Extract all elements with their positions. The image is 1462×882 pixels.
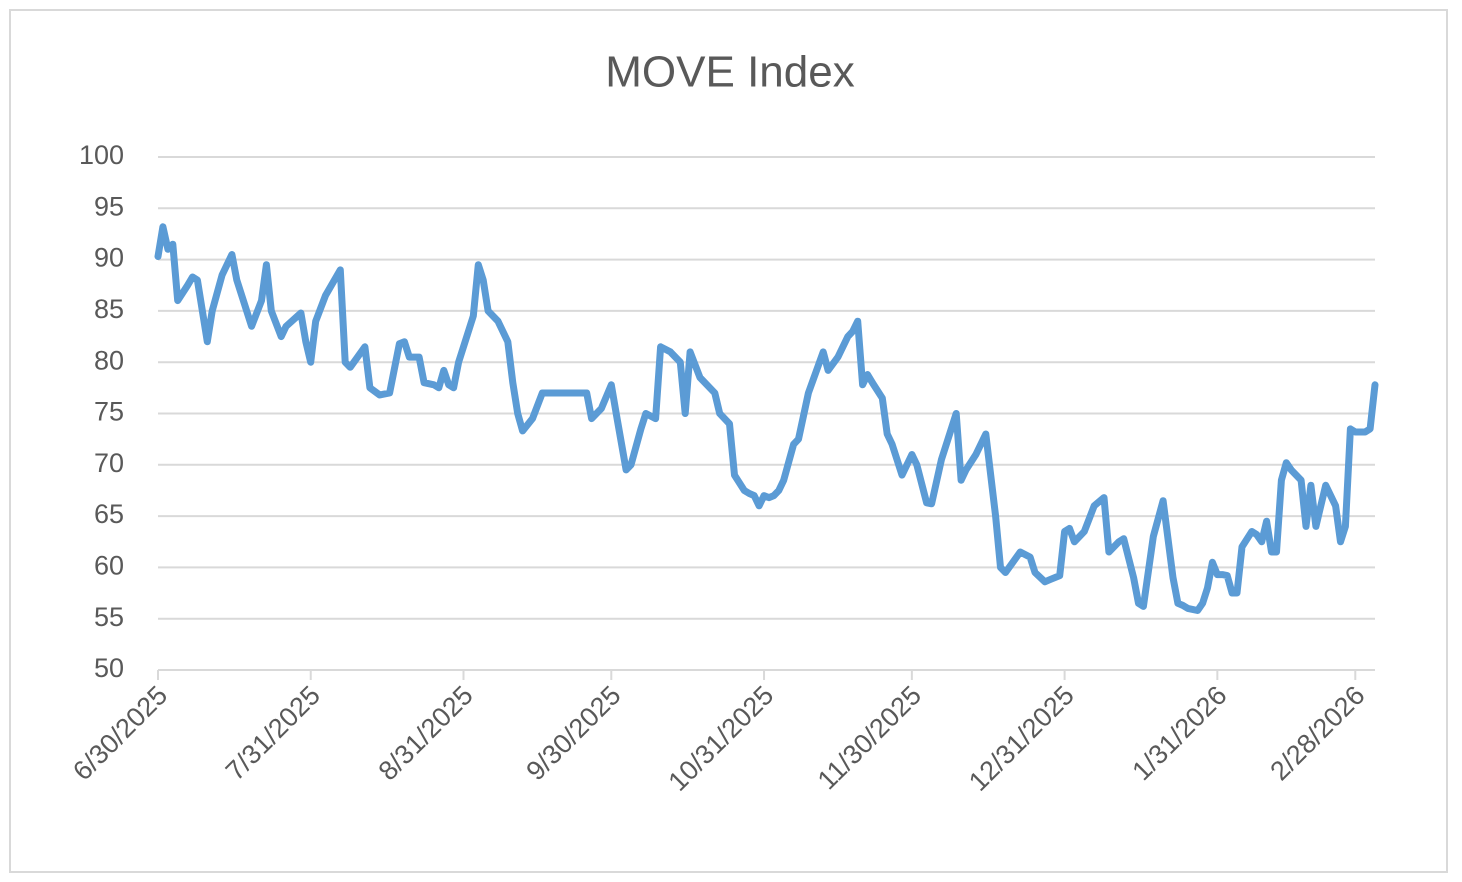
y-tick-label: 75 <box>94 397 124 427</box>
y-tick-label: 70 <box>94 448 124 478</box>
y-tick-label: 100 <box>79 140 124 170</box>
y-tick-label: 95 <box>94 191 124 221</box>
y-tick-label: 50 <box>94 653 124 683</box>
chart-title: MOVE Index <box>605 48 854 97</box>
y-tick-label: 85 <box>94 294 124 324</box>
y-tick-label: 60 <box>94 551 124 581</box>
y-tick-label: 90 <box>94 243 124 273</box>
y-tick-label: 65 <box>94 499 124 529</box>
y-tick-label: 80 <box>94 345 124 375</box>
data-line <box>154 223 1379 614</box>
y-tick-label: 55 <box>94 602 124 632</box>
